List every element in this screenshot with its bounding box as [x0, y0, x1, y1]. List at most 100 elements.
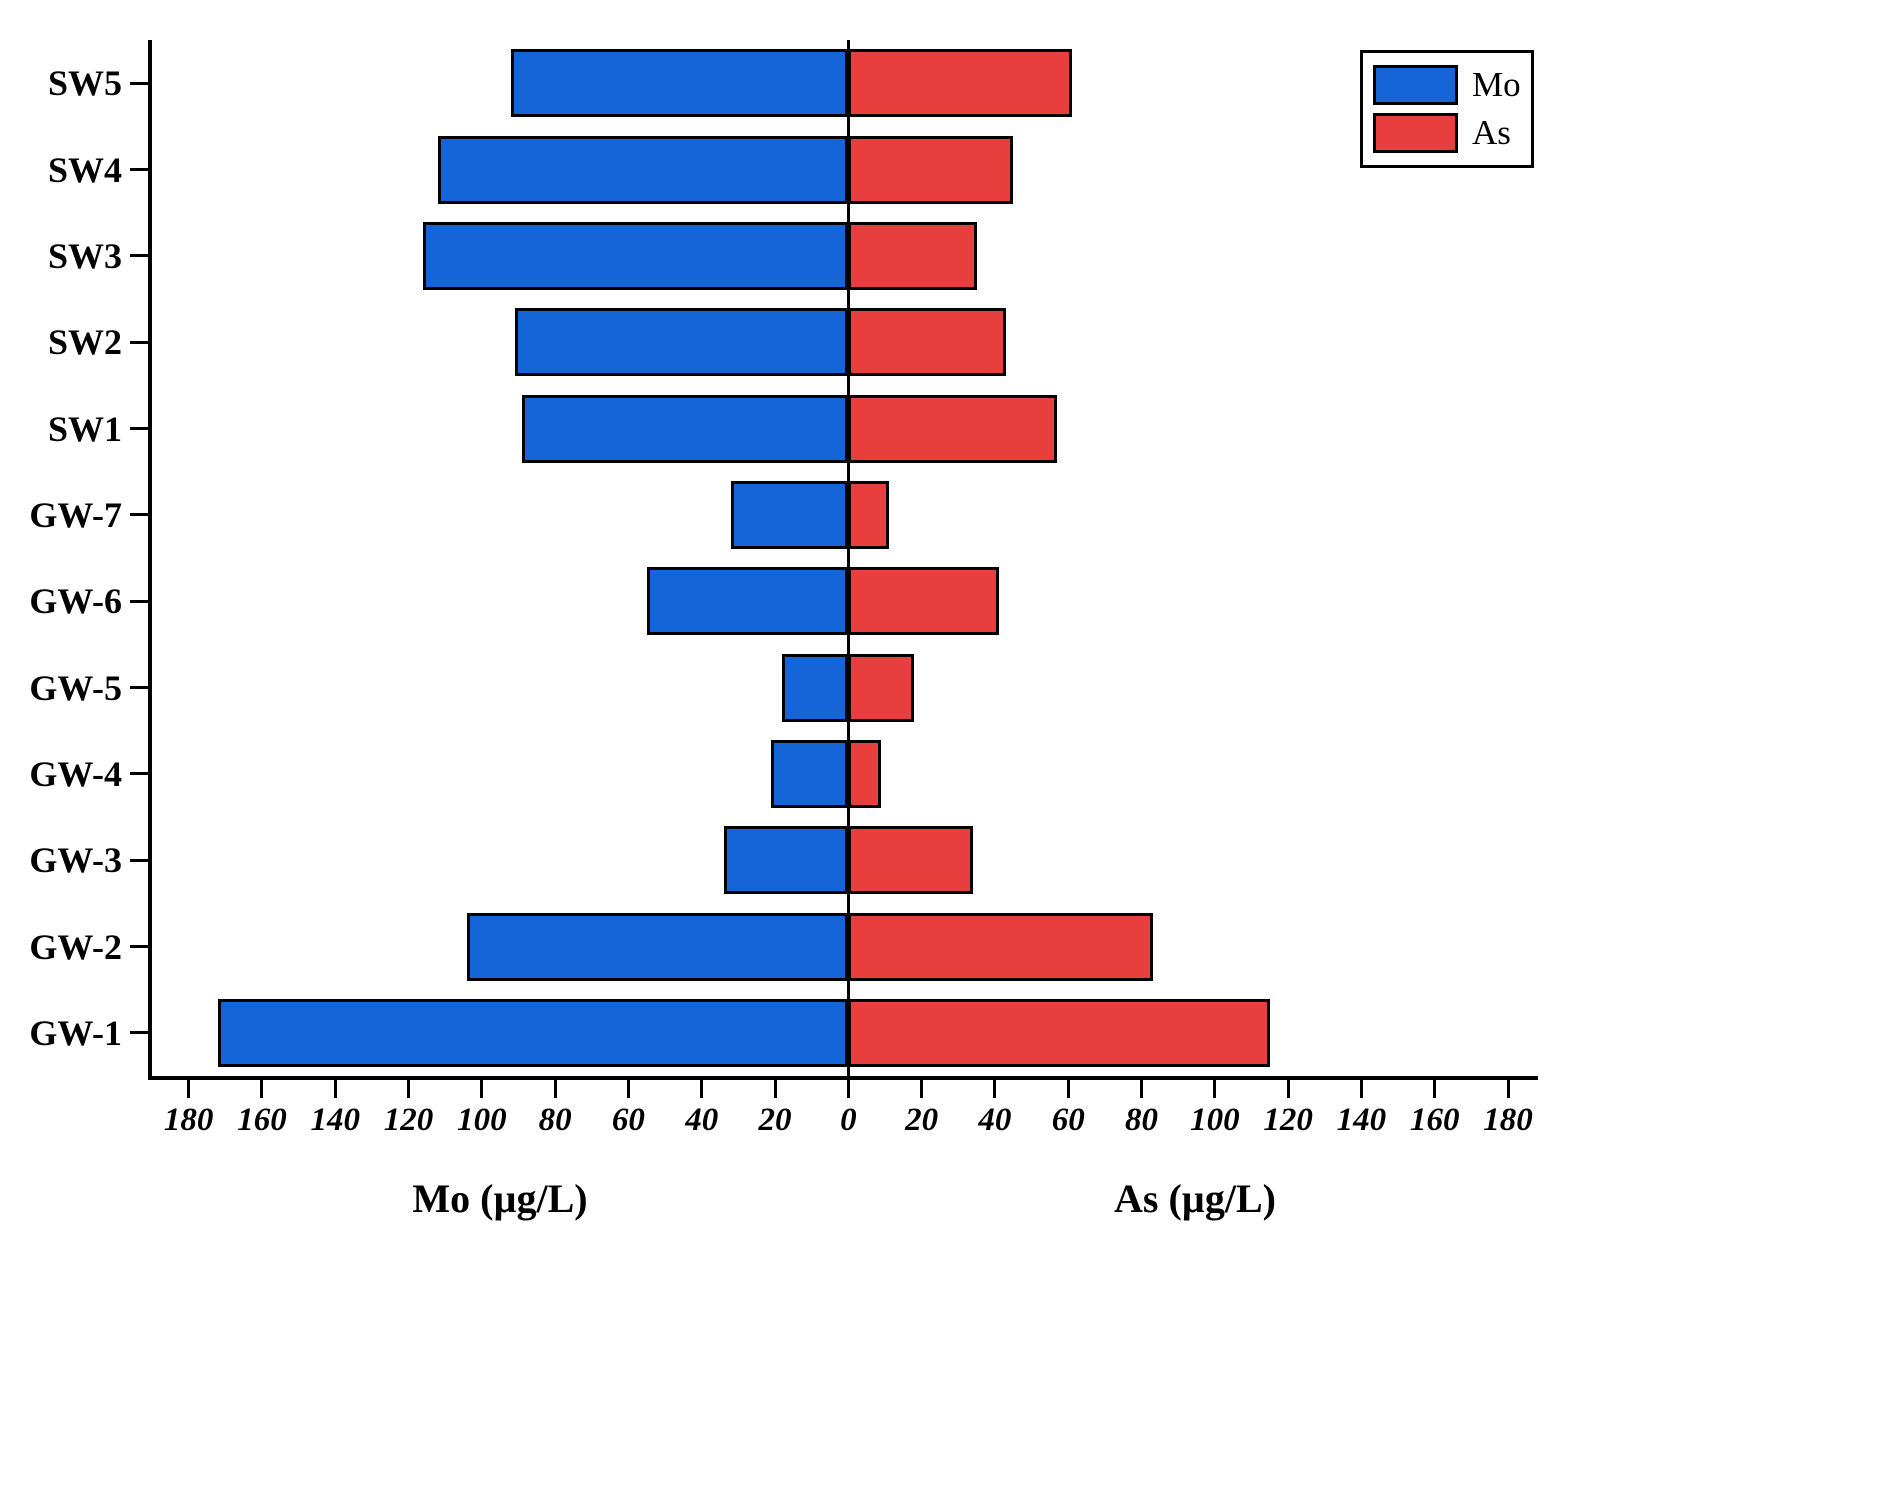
legend-swatch-mo: [1373, 65, 1458, 105]
category-label: SW4: [47, 149, 122, 190]
mo-bar: [771, 739, 849, 808]
x-tick-label: 100: [457, 1102, 507, 1138]
y-tick: [130, 945, 148, 948]
zero-axis-line: [846, 40, 850, 1076]
as-bar: [848, 567, 999, 636]
x-tick-label: 80: [1125, 1102, 1159, 1138]
as-bar: [848, 49, 1072, 118]
x-tick: [1286, 1080, 1290, 1098]
y-tick: [130, 858, 148, 862]
x-tick-label: 180: [1483, 1102, 1533, 1138]
x-tick: [1213, 1080, 1217, 1098]
category-label: SW2: [47, 322, 122, 363]
x-tick-label: 160: [1409, 1102, 1460, 1138]
legend-entry-as: As: [1373, 109, 1521, 157]
mo-bar: [522, 394, 849, 463]
mo-bar: [723, 826, 849, 895]
mo-bar: [437, 135, 849, 204]
y-tick: [130, 254, 148, 258]
as-bar: [848, 480, 889, 549]
legend-label-as: As: [1472, 113, 1511, 152]
mo-bar: [646, 567, 849, 636]
y-tick: [130, 81, 148, 85]
x-tick-label: 0: [840, 1102, 857, 1138]
x-tick-label: 140: [310, 1102, 360, 1138]
x-tick-label: 40: [978, 1102, 1012, 1138]
as-bar: [848, 912, 1153, 981]
y-tick: [130, 772, 148, 776]
x-tick: [1433, 1080, 1437, 1098]
category-label: GW-1: [29, 1012, 122, 1053]
x-tick-label: 180: [163, 1102, 214, 1138]
as-bar: [848, 308, 1006, 377]
x-tick-label: 160: [237, 1102, 287, 1138]
x-tick: [1359, 1080, 1363, 1098]
x-tick-label: 140: [1336, 1102, 1387, 1138]
x-tick: [187, 1080, 191, 1098]
as-bar: [848, 739, 882, 808]
x-tick: [846, 1080, 850, 1098]
category-label: GW-3: [29, 840, 122, 881]
x-tick: [407, 1080, 411, 1098]
mo-bar: [467, 912, 849, 981]
as-bar: [848, 826, 973, 895]
x-tick: [700, 1080, 704, 1098]
category-label: SW1: [47, 408, 122, 449]
x-tick-label: 20: [758, 1102, 792, 1138]
y-tick: [130, 513, 148, 517]
y-tick: [130, 340, 148, 344]
mo-bar: [217, 998, 849, 1067]
x-tick-label: 40: [685, 1102, 719, 1138]
x-axis-title-right: As (µg/L): [1114, 1176, 1276, 1221]
category-label: SW3: [47, 235, 122, 276]
category-label: GW-7: [29, 494, 122, 535]
x-tick: [773, 1080, 777, 1098]
y-tick: [130, 686, 148, 689]
x-tick: [333, 1080, 337, 1098]
mo-bar: [511, 49, 849, 118]
as-bar: [848, 135, 1014, 204]
legend-label-mo: Mo: [1472, 65, 1521, 104]
category-label: GW-2: [29, 926, 122, 967]
x-tick: [260, 1080, 264, 1098]
y-tick: [130, 168, 148, 171]
x-tick: [1066, 1080, 1070, 1098]
as-bar: [848, 998, 1270, 1067]
y-axis-line: [148, 40, 152, 1080]
category-label: GW-5: [29, 667, 122, 708]
category-label: GW-4: [29, 753, 122, 794]
x-tick-label: 120: [1263, 1102, 1313, 1138]
mo-bar: [731, 480, 849, 549]
y-tick: [130, 427, 148, 430]
y-tick: [130, 599, 148, 603]
x-tick-label: 60: [611, 1102, 645, 1138]
x-tick: [1140, 1080, 1144, 1098]
category-label: SW5: [47, 63, 122, 104]
as-bar: [848, 221, 977, 290]
plot-area: SW5 SW4 SW3 SW2 SW1 GW-7 GW-6 GW-5 GW-4 GW-3 GW-2 G…: [29, 40, 1538, 1138]
x-axis-line: [148, 1076, 1538, 1080]
x-tick: [626, 1080, 630, 1098]
x-axis-title-left: Mo (µg/L): [412, 1176, 588, 1221]
x-tick: [993, 1080, 997, 1098]
mo-bar: [514, 308, 849, 377]
x-tick-label: 20: [905, 1102, 939, 1138]
as-bar: [848, 653, 915, 722]
x-tick: [480, 1080, 484, 1098]
x-tick: [1506, 1080, 1510, 1098]
x-tick-label: 80: [538, 1102, 572, 1138]
x-tick-label: 60: [1051, 1102, 1085, 1138]
x-tick-label: 100: [1190, 1102, 1240, 1138]
legend-swatch-as: [1373, 113, 1458, 153]
x-tick: [553, 1080, 557, 1098]
as-bar: [848, 394, 1058, 463]
legend: Mo As: [1360, 50, 1534, 168]
x-tick-label: 120: [383, 1102, 434, 1138]
legend-entry-mo: Mo: [1373, 61, 1521, 109]
category-label: GW-6: [29, 581, 122, 622]
mo-bar: [423, 221, 849, 290]
x-tick: [920, 1080, 924, 1098]
mo-bar: [782, 653, 849, 722]
y-tick: [130, 1031, 148, 1035]
